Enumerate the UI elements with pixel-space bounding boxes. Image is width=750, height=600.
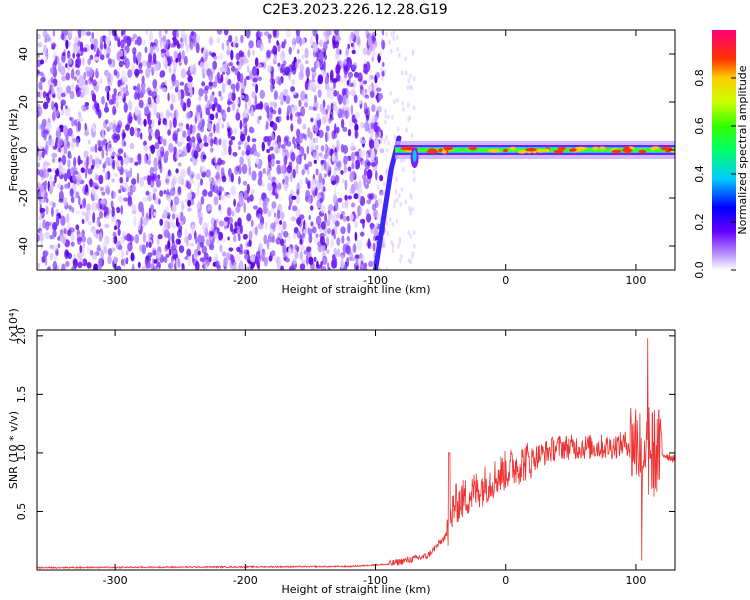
snr-x-tick-label: -100 bbox=[363, 574, 388, 587]
snr-panel: -300 -200 -100 0 100 0.5 1.0 1.5 2.0 Height of … bbox=[7, 308, 676, 596]
spectrogram-y-tick-label: -20 bbox=[17, 189, 30, 207]
snr-x-tick-label: 0 bbox=[502, 574, 509, 587]
spectrogram-y-tick-label: 0 bbox=[17, 147, 30, 154]
spectrogram-y-tick-label: 40 bbox=[17, 47, 30, 61]
snr-x-tick-label: -300 bbox=[103, 574, 128, 587]
spectrogram-x-tick-label: -200 bbox=[233, 274, 258, 287]
colorbar-tick-label: 0.2 bbox=[693, 213, 706, 231]
snr-x-tick-label: 100 bbox=[625, 574, 646, 587]
spectrogram-x-tick-label: -300 bbox=[103, 274, 128, 287]
colorbar-tick-label: 0.4 bbox=[693, 165, 706, 183]
spectrogram-y-tick-label: 20 bbox=[17, 95, 30, 109]
snr-y-tick-label: 1.5 bbox=[15, 386, 28, 404]
snr-y-tick-label: 1.0 bbox=[15, 444, 28, 462]
spectrogram-xlabel: Height of straight line (km) bbox=[281, 283, 430, 296]
snr-ylabel: SNR (10 * v/v) bbox=[7, 411, 20, 489]
snr-frame bbox=[36, 329, 676, 571]
snr-y-tick-label: 0.5 bbox=[15, 503, 28, 520]
spectrogram-x-tick-label: 0 bbox=[502, 274, 509, 287]
figure-title: C2E3.2023.226.12.28.G19 bbox=[262, 2, 447, 18]
spectrogram-y-tick-label: -40 bbox=[17, 237, 30, 255]
snr-x-tick-label: -200 bbox=[233, 574, 258, 587]
spectrogram-image bbox=[37, 30, 675, 270]
spectrogram-x-tick-label: 100 bbox=[625, 274, 646, 287]
colorbar-tick-label: 0.0 bbox=[693, 261, 706, 279]
colorbar-tick-label: 0.6 bbox=[693, 117, 706, 135]
snr-scale-note: (x10⁴) bbox=[7, 308, 20, 342]
colorbar bbox=[712, 30, 736, 270]
colorbar-label: Normalized spectral amplitude bbox=[736, 65, 749, 234]
snr-series-line bbox=[37, 338, 675, 570]
spectrogram-ylabel: Frequency (Hz) bbox=[7, 109, 20, 192]
snr-xlabel: Height of straight line (km) bbox=[281, 583, 430, 596]
snr-y-tick-label: 2.0 bbox=[15, 327, 28, 345]
spectrogram-x-tick-label: -100 bbox=[363, 274, 388, 287]
colorbar-tick-label: 0.8 bbox=[693, 69, 706, 87]
